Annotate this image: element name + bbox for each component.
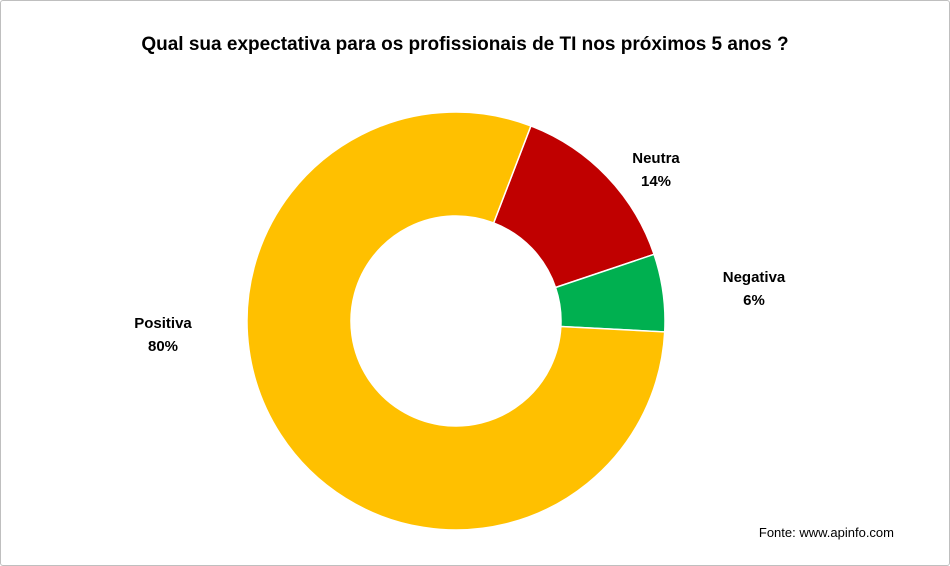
slice-label-neutra: Neutra <box>632 150 680 167</box>
slice-value-positiva: 80% <box>148 338 178 355</box>
source-note: Fonte: www.apinfo.com <box>758 525 894 540</box>
slice-value-neutra: 14% <box>641 173 671 190</box>
slice-value-negativa: 6% <box>743 292 765 309</box>
slice-label-negativa: Negativa <box>723 269 786 286</box>
slice-positiva <box>246 111 666 531</box>
slice-label-positiva: Positiva <box>134 315 192 332</box>
slice-neutra <box>492 124 656 289</box>
chart-title: Qual sua expectativa para os profissiona… <box>141 34 789 55</box>
slice-labels: Neutra 14% Negativa 6% Positiva 80% <box>134 150 786 355</box>
donut-slices <box>246 111 666 531</box>
